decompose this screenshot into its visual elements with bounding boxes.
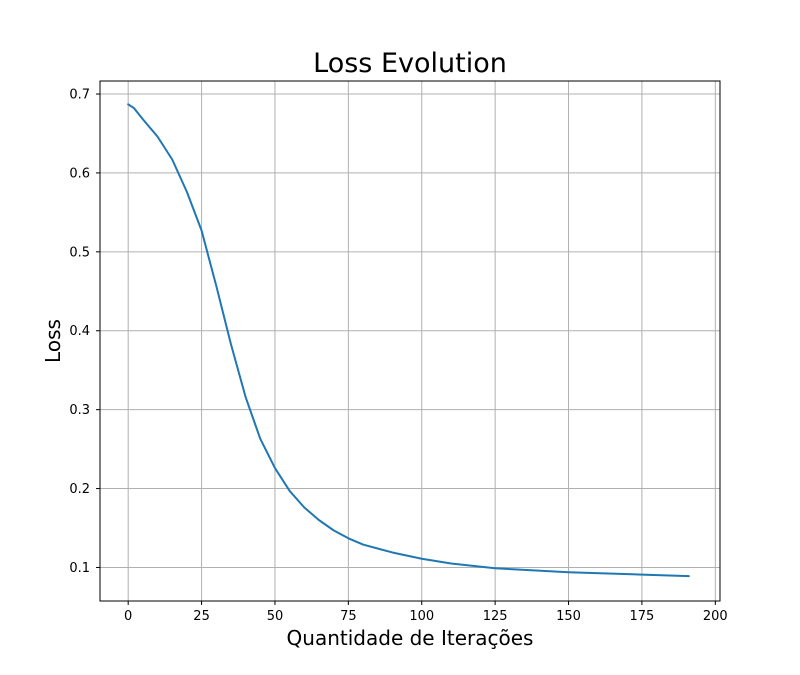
x-tick-label: 0 [124,609,132,624]
y-tick-label: 0.4 [69,324,90,339]
x-tick-label: 100 [409,609,434,624]
x-tick-label: 200 [703,609,728,624]
y-tick-label: 0.1 [69,561,90,576]
y-tick-label: 0.2 [69,482,90,497]
chart-title: Loss Evolution [313,48,507,79]
x-tick-label: 175 [629,609,654,624]
x-axis-label: Quantidade de Iterações [287,626,534,650]
y-tick-label: 0.5 [69,245,90,260]
x-tick-label: 50 [267,609,284,624]
tick-layer: 0 25 50 75 100 125 150 175 200 0.1 0.2 0.3 0.4 0.5 0.6… [69,88,727,624]
loss-series-line [127,103,690,578]
grid-lines [100,81,720,601]
y-tick-label: 0.7 [69,88,90,103]
y-axis-label: Loss [41,319,65,363]
x-tick-label: 25 [193,609,210,624]
x-tick-label: 75 [340,609,357,624]
x-tick-label: 150 [556,609,581,624]
x-tick-label: 125 [483,609,508,624]
plot-frame [99,80,721,602]
series-layer [127,103,690,578]
y-tick-label: 0.6 [69,166,90,181]
y-tick-label: 0.3 [69,403,90,418]
